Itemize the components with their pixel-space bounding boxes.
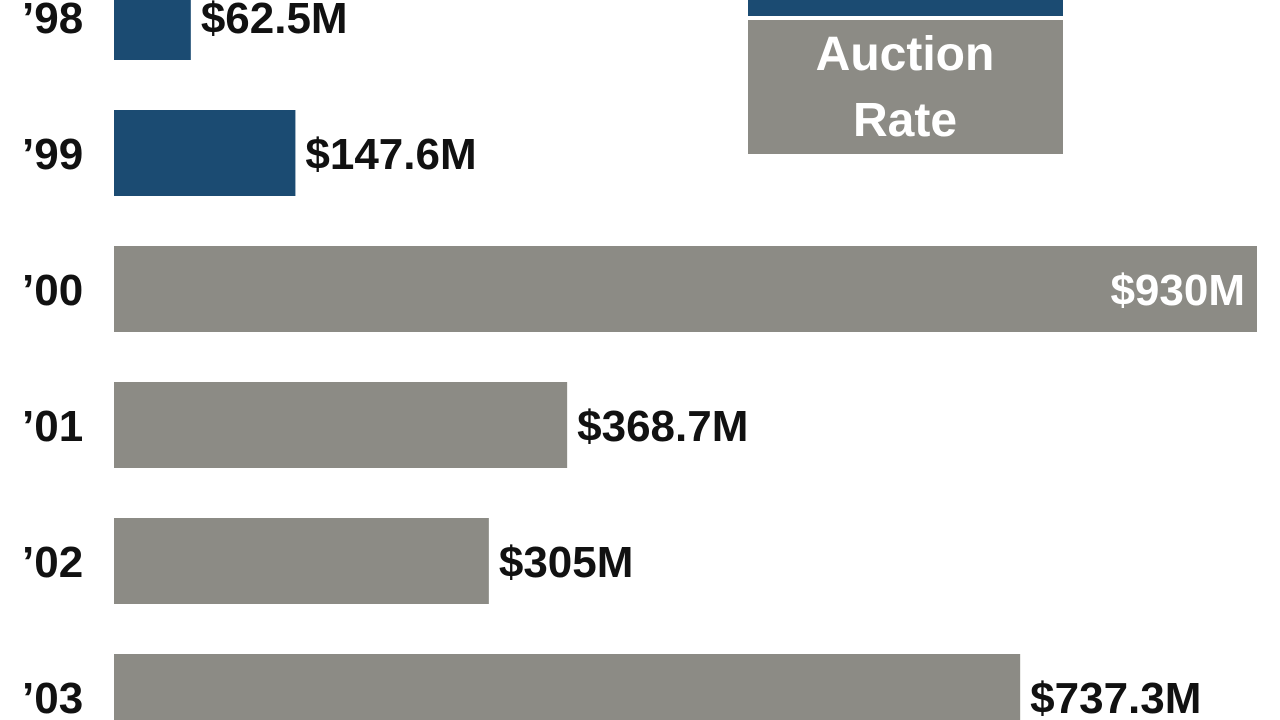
category-label-3: ’01 bbox=[22, 402, 83, 451]
legend-swatch-fixed bbox=[748, 0, 1063, 16]
value-label-4: $305M bbox=[499, 538, 634, 587]
category-label-2: ’00 bbox=[22, 266, 83, 315]
bar-group: ’98 $62.5M ’99 $147.6M ’00 $930M ’01 $368.7M ’02… bbox=[22, 0, 1257, 720]
value-label-1: $147.6M bbox=[305, 130, 476, 179]
bar-0 bbox=[114, 0, 191, 60]
value-label-5: $737.3M bbox=[1030, 674, 1201, 720]
value-label-0: $62.5M bbox=[201, 0, 348, 43]
legend: Auction Rate bbox=[748, 0, 1063, 154]
bar-1 bbox=[114, 110, 296, 196]
category-label-0: ’98 bbox=[22, 0, 83, 43]
legend-label-auction-line1: Auction bbox=[816, 28, 995, 81]
bar-5 bbox=[114, 654, 1021, 720]
category-label-4: ’02 bbox=[22, 538, 83, 587]
category-label-5: ’03 bbox=[22, 674, 83, 720]
bar-4 bbox=[114, 518, 489, 604]
bar-2 bbox=[114, 246, 1257, 332]
value-label-3: $368.7M bbox=[577, 402, 748, 451]
legend-swatch-auction bbox=[748, 20, 1063, 154]
value-label-2: $930M bbox=[1110, 266, 1245, 315]
bar-3 bbox=[114, 382, 568, 468]
category-label-1: ’99 bbox=[22, 130, 83, 179]
legend-label-auction-line2: Rate bbox=[853, 94, 957, 147]
